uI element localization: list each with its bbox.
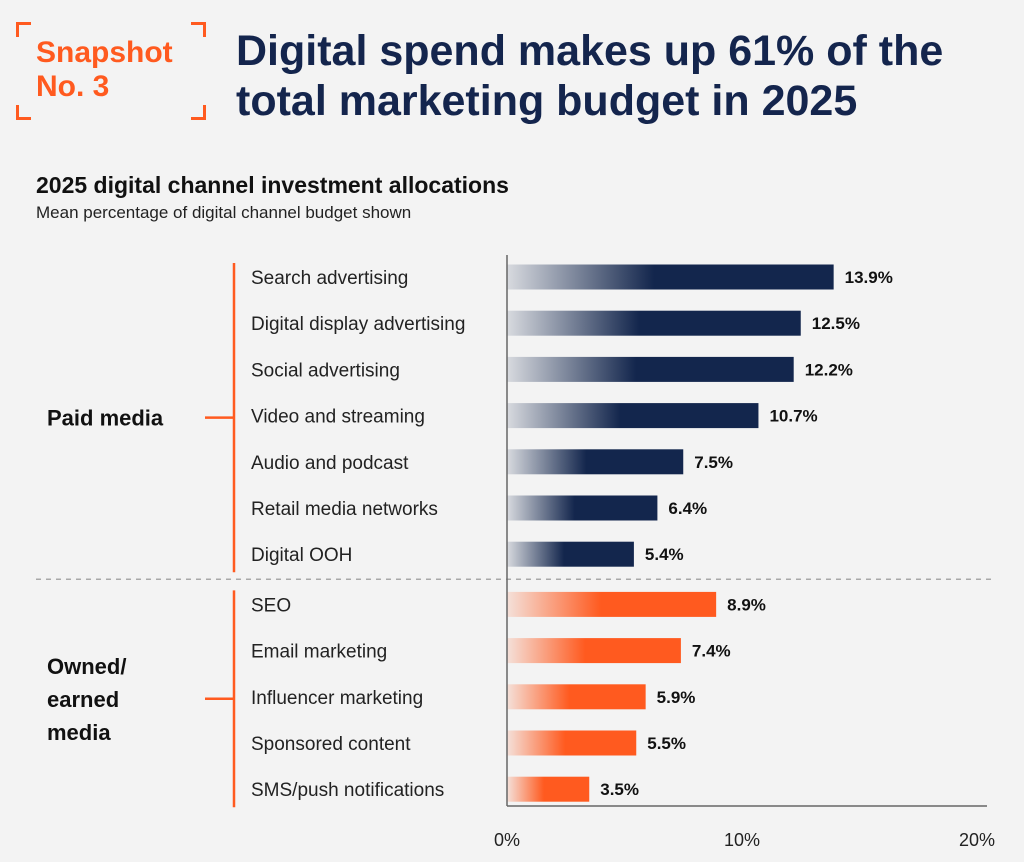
bar bbox=[507, 591, 717, 617]
group-label: Paid media bbox=[47, 406, 164, 431]
category-label: Search advertising bbox=[251, 268, 408, 289]
bar bbox=[507, 776, 590, 802]
chart-title: 2025 digital channel investment allocati… bbox=[36, 172, 509, 198]
x-tick-label: 0% bbox=[494, 830, 520, 850]
category-label: Influencer marketing bbox=[251, 688, 423, 709]
value-label: 10.7% bbox=[769, 407, 817, 426]
snapshot-label: Snapshot No. 3 bbox=[36, 36, 173, 104]
group-label: Owned/ bbox=[47, 654, 126, 679]
category-label: Digital display advertising bbox=[251, 314, 465, 335]
group-label: media bbox=[47, 720, 111, 745]
bar bbox=[507, 310, 801, 336]
group-label: earned bbox=[47, 687, 119, 712]
corner-bracket bbox=[16, 22, 31, 37]
category-label: Retail media networks bbox=[251, 499, 438, 520]
bar bbox=[507, 403, 759, 429]
bar bbox=[507, 449, 684, 475]
category-label: Sponsored content bbox=[251, 734, 411, 755]
category-label: SEO bbox=[251, 595, 291, 616]
value-label: 3.5% bbox=[600, 780, 639, 799]
page-headline: Digital spend makes up 61% of the total … bbox=[236, 27, 944, 125]
corner-bracket bbox=[191, 22, 206, 37]
bar bbox=[507, 264, 834, 290]
category-label: Audio and podcast bbox=[251, 453, 409, 474]
value-label: 12.2% bbox=[805, 360, 853, 379]
snapshot-line-1: Snapshot bbox=[36, 36, 173, 69]
bar bbox=[507, 495, 658, 521]
snapshot-line-2: No. 3 bbox=[36, 70, 110, 103]
bar bbox=[507, 356, 794, 382]
value-label: 12.5% bbox=[812, 314, 860, 333]
category-label: SMS/push notifications bbox=[251, 780, 444, 801]
corner-bracket bbox=[191, 105, 206, 120]
value-label: 5.4% bbox=[645, 545, 684, 564]
value-label: 5.9% bbox=[657, 688, 696, 707]
value-label: 7.4% bbox=[692, 642, 731, 661]
value-label: 8.9% bbox=[727, 595, 766, 614]
value-label: 6.4% bbox=[668, 499, 707, 518]
bar bbox=[507, 541, 634, 567]
snapshot-badge: Snapshot No. 3 bbox=[16, 22, 206, 120]
bar bbox=[507, 730, 637, 756]
x-tick-label: 20% bbox=[959, 830, 995, 850]
category-label: Social advertising bbox=[251, 360, 400, 381]
chart-subtitle: Mean percentage of digital channel budge… bbox=[36, 203, 412, 222]
category-label: Digital OOH bbox=[251, 545, 352, 566]
corner-bracket bbox=[16, 105, 31, 120]
category-label: Video and streaming bbox=[251, 407, 425, 428]
value-label: 7.5% bbox=[694, 453, 733, 472]
value-label: 5.5% bbox=[647, 734, 686, 753]
bar bbox=[507, 638, 681, 664]
bar bbox=[507, 684, 646, 710]
x-tick-label: 10% bbox=[724, 830, 760, 850]
value-label: 13.9% bbox=[845, 268, 893, 287]
category-label: Email marketing bbox=[251, 642, 387, 663]
